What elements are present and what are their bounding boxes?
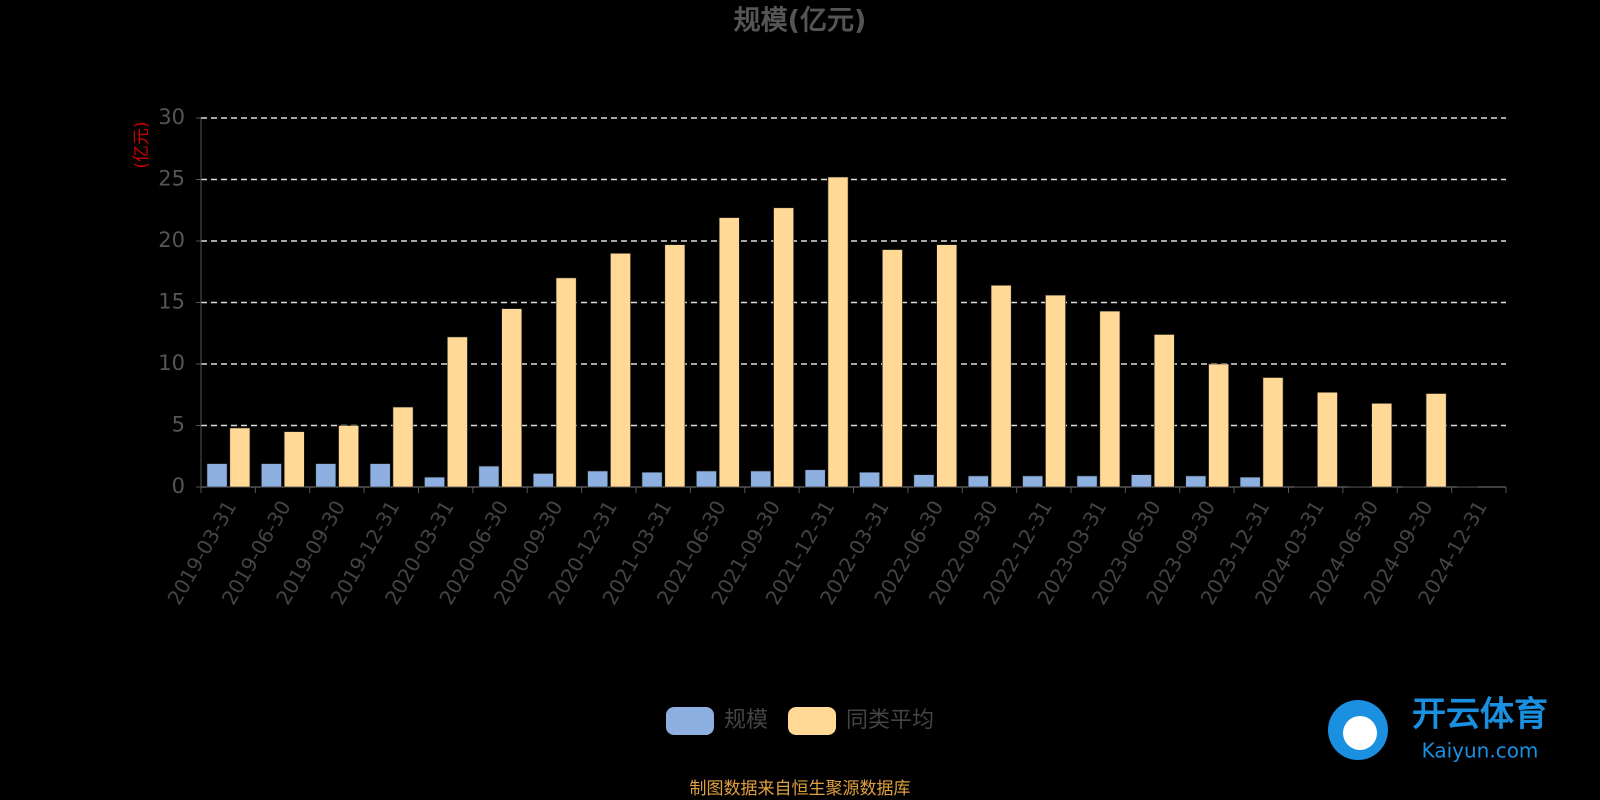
bar <box>501 308 523 488</box>
bar <box>283 431 305 488</box>
bar <box>827 176 849 488</box>
bar <box>478 465 500 488</box>
bar <box>587 470 609 488</box>
bar <box>1022 475 1044 488</box>
source-note: 制图数据来自恒生聚源数据库 <box>690 779 911 799</box>
bar <box>1402 486 1424 488</box>
bar <box>859 471 880 488</box>
bar <box>369 463 391 488</box>
bar <box>750 470 772 488</box>
bar <box>1317 391 1338 488</box>
bar <box>424 476 445 488</box>
bar <box>1076 475 1098 488</box>
bar <box>804 469 826 488</box>
bar <box>913 474 935 488</box>
bar <box>696 470 717 488</box>
bar <box>664 244 686 488</box>
bar <box>641 471 663 488</box>
legend: 规模 同类平均 <box>665 707 934 735</box>
legend-label: 同类平均 <box>846 708 934 733</box>
bar <box>1457 486 1479 488</box>
bar <box>1131 474 1152 488</box>
bar <box>967 475 989 488</box>
bar <box>773 207 794 488</box>
bar <box>1239 476 1261 488</box>
bar <box>1262 377 1284 488</box>
legend-label: 规模 <box>724 708 768 733</box>
bar <box>1045 294 1066 488</box>
y-tick-label: 5 <box>172 413 185 437</box>
y-axis-label: (亿元) <box>132 121 152 168</box>
bar <box>206 463 228 488</box>
y-tick-label: 25 <box>158 167 185 191</box>
bar <box>315 463 337 488</box>
bar <box>1371 403 1393 488</box>
bar <box>718 217 740 488</box>
bar <box>261 463 282 488</box>
y-tick-label: 0 <box>172 474 185 498</box>
bar <box>532 473 554 488</box>
bar <box>447 336 468 488</box>
bar <box>1185 475 1207 488</box>
bar <box>936 244 958 488</box>
y-tick-label: 20 <box>158 228 185 252</box>
watermark-name: 开云体育 <box>1412 695 1548 735</box>
bar <box>610 253 631 488</box>
legend-swatch <box>665 707 714 735</box>
bar <box>1099 310 1121 488</box>
bar <box>229 427 251 488</box>
watermark: 开云体育 Kaiyun.com <box>1328 695 1548 763</box>
bar <box>1208 363 1229 488</box>
bar <box>555 277 577 488</box>
y-tick-label: 10 <box>158 351 185 375</box>
logo-ball <box>1343 716 1377 750</box>
bar <box>882 249 903 488</box>
bar <box>990 284 1012 488</box>
bar <box>1153 334 1175 488</box>
bar <box>338 425 359 488</box>
y-tick-label: 15 <box>158 290 185 314</box>
watermark-site: Kaiyun.com <box>1422 739 1539 763</box>
y-tick-label: 30 <box>158 105 185 129</box>
bar <box>392 406 414 488</box>
legend-swatch <box>788 707 836 735</box>
chart-title: 规模(亿元) <box>734 6 867 37</box>
bar <box>1425 393 1447 488</box>
